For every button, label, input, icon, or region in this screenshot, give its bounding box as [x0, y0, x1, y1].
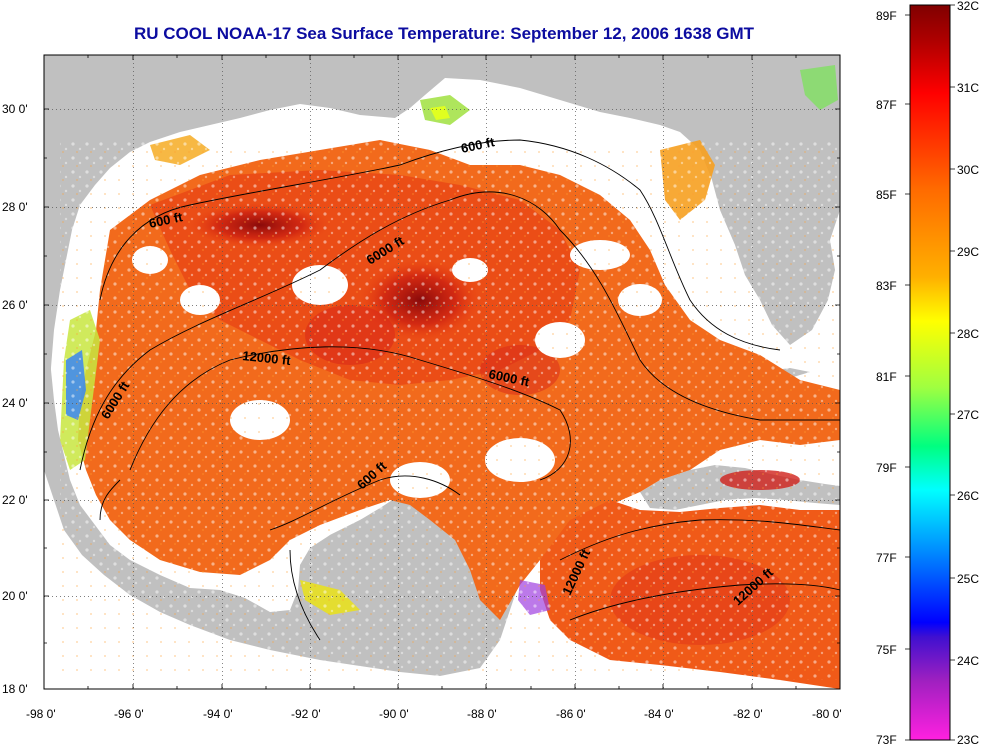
lon-tick-label: -94 0' [203, 707, 233, 721]
lat-tick-label: 30 0' [2, 102, 28, 116]
colorbar-f-label: 89F [876, 9, 897, 23]
contour-label-600-north: 600 ft [460, 134, 497, 156]
colorbar-c-label: 24C [957, 654, 979, 668]
graticule [44, 55, 840, 689]
lon-tick-label: -90 0' [379, 707, 409, 721]
colorbar-scale [909, 4, 951, 741]
colorbar-f-label: 83F [876, 279, 897, 293]
lon-tick-label: -86 0' [556, 707, 586, 721]
colorbar-f-label: 85F [876, 188, 897, 202]
colorbar-c-label: 25C [957, 572, 979, 586]
lat-tick-label: 22 0' [2, 493, 28, 507]
colorbar-c-label: 23C [957, 733, 979, 747]
lon-tick-label: -96 0' [114, 707, 144, 721]
lat-tick-label: 26 0' [2, 298, 28, 312]
colorbar-c-label: 31C [957, 81, 979, 95]
bathymetry-contours [79, 139, 840, 641]
lat-tick-label: 18 0' [2, 682, 28, 696]
colorbar-f-label: 75F [876, 643, 897, 657]
colorbar-f-label: 79F [876, 461, 897, 475]
colorbar-f-label: 81F [876, 370, 897, 384]
contour-label-12000-center: 12000 ft [242, 348, 292, 368]
longitude-labels: -98 0' -96 0' -94 0' -92 0' -90 0' -88 0… [26, 707, 842, 721]
colorbar-f-label: 77F [876, 551, 897, 565]
lon-tick-label: -88 0' [467, 707, 497, 721]
colorbar-celsius-labels: 32C 31C 30C 29C 28C 27C 26C 25C 24C 23C [957, 0, 979, 747]
lat-tick-label: 20 0' [2, 589, 28, 603]
sst-field [60, 65, 840, 689]
lon-tick-label: -84 0' [644, 707, 674, 721]
colorbar-c-label: 29C [957, 245, 979, 259]
lat-tick-label: 28 0' [2, 200, 28, 214]
colorbar-fahrenheit-labels: 89F 87F 85F 83F 81F 79F 77F 75F 73F [876, 9, 897, 747]
lon-tick-label: -82 0' [733, 707, 763, 721]
colorbar-c-label: 26C [957, 489, 979, 503]
colorbar-c-label: 30C [957, 163, 979, 177]
contour-label-600-nw: 600 ft [148, 209, 185, 231]
lon-tick-label: -98 0' [26, 707, 56, 721]
latitude-labels: 30 0' 28 0' 26 0' 24 0' 22 0' 20 0' 18 0… [2, 102, 28, 696]
colorbar-c-label: 27C [957, 408, 979, 422]
colorbar-c-label: 32C [957, 0, 979, 13]
colorbar-f-label: 87F [876, 98, 897, 112]
axis-ticks [43, 55, 841, 689]
lon-tick-label: -92 0' [291, 707, 321, 721]
lon-tick-label: -80 0' [812, 707, 842, 721]
colorbar: 89F 87F 85F 83F 81F 79F 77F 75F 73F 32C … [876, 0, 979, 747]
colorbar-c-label: 28C [957, 327, 979, 341]
map-title: RU COOL NOAA-17 Sea Surface Temperature:… [133, 24, 755, 43]
lat-tick-label: 24 0' [2, 396, 28, 410]
colorbar-f-label: 73F [876, 733, 897, 747]
